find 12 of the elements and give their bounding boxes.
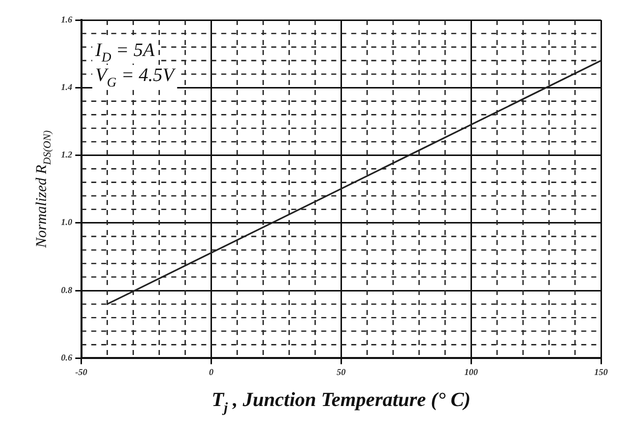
x-tick-label: 0	[208, 366, 214, 377]
y-tick-label: 1.2	[61, 150, 73, 160]
y-tick-label: 0.6	[61, 352, 73, 363]
y-tick-label: 1.0	[61, 217, 73, 228]
y-axis-title: Normalized RDS(ON)	[34, 130, 54, 249]
y-tick-label: 1.6	[61, 14, 73, 24]
y-tick-label: 1.4	[61, 82, 73, 92]
x-tick-label: -50	[75, 366, 88, 377]
x-tick-label: 100	[464, 366, 478, 377]
x-tick-label: 150	[594, 366, 608, 377]
y-tick-label: 0.8	[61, 284, 73, 295]
x-tick-label: 50	[336, 366, 346, 377]
